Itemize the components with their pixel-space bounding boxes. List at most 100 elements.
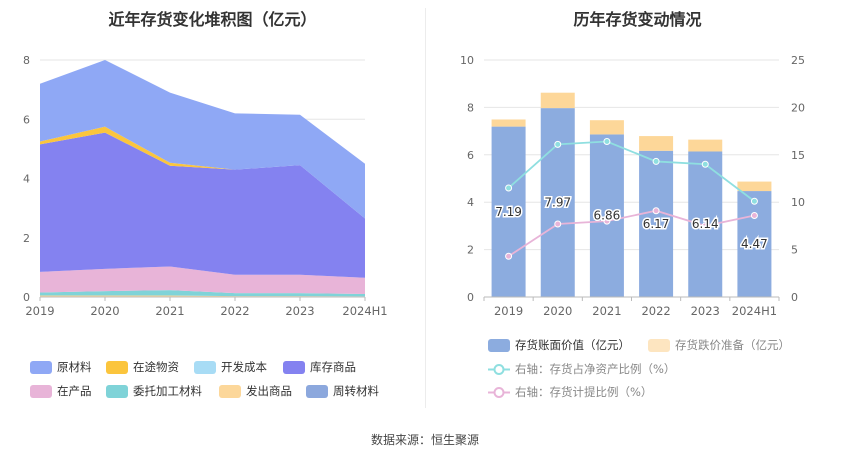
legend-label: 存货跌价准备（亿元） <box>675 338 790 352</box>
legend-swatch <box>283 360 305 374</box>
legend-swatch <box>30 384 52 398</box>
legend-swatch <box>106 360 128 374</box>
left-chart-title: 近年存货变化堆积图（亿元） <box>108 10 317 29</box>
bar-存货账面价值（亿元） <box>639 150 674 297</box>
bar-存货账面价值（亿元） <box>540 108 575 298</box>
area-在途物资 <box>40 126 365 219</box>
legend-item-revolving-materials[interactable]: 周转材料 <box>306 383 379 399</box>
legend-label: 委托加工材料 <box>133 384 202 398</box>
legend-swatch <box>219 384 241 398</box>
legend-swatch <box>30 360 52 374</box>
legend-item-book-value[interactable]: 存货账面价值（亿元） <box>488 337 630 353</box>
legend-item-consigned-processing[interactable]: 委托加工材料 <box>106 383 202 399</box>
y-tick-label: 6 <box>23 113 30 126</box>
area-委托加工材料 <box>40 290 365 297</box>
bar-value-label: 7.97 <box>544 196 571 210</box>
legend-item-goods-in-transit[interactable]: 在途物资 <box>106 359 179 375</box>
point-右轴：存货占净资产比例（%） <box>750 197 758 205</box>
legend-swatch <box>106 384 128 398</box>
point-右轴：存货占净资产比例（%） <box>701 160 709 168</box>
point-右轴：存货计提比例（%） <box>505 252 513 260</box>
x-tick-label: 2024H1 <box>732 304 777 318</box>
line-右轴：存货计提比例（%） <box>508 209 755 257</box>
legend-label: 开发成本 <box>221 360 267 374</box>
bar-存货账面价值（亿元） <box>737 191 772 297</box>
x-tick-label: 2019 <box>25 304 54 318</box>
point-右轴：存货计提比例（%） <box>701 222 709 230</box>
y-tick-label: 0 <box>23 291 30 304</box>
x-tick-label: 2021 <box>592 304 621 318</box>
bar-value-label: 4.47 <box>741 237 768 251</box>
legend-item-goods-shipped[interactable]: 发出商品 <box>219 383 292 399</box>
area-在产品 <box>40 266 365 295</box>
x-tick-label: 2019 <box>494 304 523 318</box>
point-右轴：存货占净资产比例（%） <box>554 140 562 148</box>
y2-tick-label: 15 <box>791 149 805 162</box>
legend-label: 在途物资 <box>133 360 179 374</box>
legend-label: 存货账面价值（亿元） <box>515 338 630 352</box>
bar-value-label: 6.14 <box>692 217 719 231</box>
y-tick-label: 4 <box>467 196 474 209</box>
legend-label: 原材料 <box>57 360 92 374</box>
x-tick-label: 2024H1 <box>342 304 387 318</box>
bar-存货账面价值（亿元） <box>491 126 526 297</box>
legend-item-finished-goods[interactable]: 库存商品 <box>283 359 356 375</box>
x-tick-label: 2023 <box>285 304 314 318</box>
point-右轴：存货占净资产比例（%） <box>652 157 660 165</box>
legend-item-net-asset-ratio[interactable]: 右轴：存货占净资产比例（%） <box>488 361 675 377</box>
inventory-change-bar-chart: 0 2 4 6 8 10 0 5 10 15 20 25 7.19 7.97 6.86 6.17 6.14 4.4… <box>460 54 805 318</box>
bar-存货跌价准备（亿元） <box>491 119 526 127</box>
point-右轴：存货计提比例（%） <box>603 217 611 225</box>
right-chart-title: 历年存货变动情况 <box>573 10 702 29</box>
point-右轴：存货占净资产比例（%） <box>603 138 611 146</box>
legend-item-provision-ratio[interactable]: 右轴：存货计提比例（%） <box>488 384 652 400</box>
point-右轴：存货占净资产比例（%） <box>505 184 513 192</box>
x-tick-label: 2021 <box>155 304 184 318</box>
legend-label: 在产品 <box>57 384 92 398</box>
legend-item-raw-materials[interactable]: 原材料 <box>30 359 92 375</box>
bar-存货跌价准备（亿元） <box>737 181 772 192</box>
point-右轴：存货计提比例（%） <box>750 211 758 219</box>
area-库存商品 <box>40 132 365 278</box>
y2-tick-label: 20 <box>791 101 805 114</box>
y2-tick-label: 0 <box>791 291 798 304</box>
x-tick-label: 2020 <box>90 304 119 318</box>
line-marker-icon <box>488 363 510 375</box>
y-tick-label: 8 <box>23 54 30 67</box>
x-tick-label: 2022 <box>641 304 670 318</box>
legend-label: 库存商品 <box>310 360 356 374</box>
y2-tick-label: 10 <box>791 196 805 209</box>
y-tick-label: 6 <box>467 149 474 162</box>
legend-swatch <box>488 338 510 352</box>
point-右轴：存货计提比例（%） <box>652 207 660 215</box>
legend-swatch <box>648 338 670 352</box>
y-tick-label: 2 <box>467 244 474 257</box>
legend-item-development-cost[interactable]: 开发成本 <box>194 359 267 375</box>
legend-label: 发出商品 <box>246 384 292 398</box>
legend-swatch <box>306 384 328 398</box>
y-tick-label: 10 <box>460 54 474 67</box>
y-tick-label: 0 <box>467 291 474 304</box>
point-右轴：存货计提比例（%） <box>554 220 562 228</box>
y2-tick-label: 5 <box>791 244 798 257</box>
bar-value-label: 6.17 <box>643 217 670 231</box>
y2-tick-label: 25 <box>791 54 805 67</box>
inventory-stacked-area-chart: 0 2 4 6 8 2019 2020 2021 2022 2023 2024H1 <box>23 54 388 318</box>
x-tick-label: 2023 <box>691 304 720 318</box>
legend-item-impairment[interactable]: 存货跌价准备（亿元） <box>648 337 790 353</box>
y-tick-label: 8 <box>467 101 474 114</box>
bar-value-label: 6.86 <box>594 209 621 223</box>
y-tick-label: 2 <box>23 232 30 245</box>
x-tick-label: 2022 <box>220 304 249 318</box>
line-右轴：存货占净资产比例（%） <box>507 140 755 202</box>
line-marker-icon <box>488 386 510 398</box>
bar-存货跌价准备（亿元） <box>688 139 723 152</box>
bar-存货账面价值（亿元） <box>589 134 624 297</box>
data-source-note: 数据来源：恒生聚源 <box>370 433 479 447</box>
panel-divider <box>425 8 426 408</box>
bar-存货跌价准备（亿元） <box>540 92 575 109</box>
bar-存货跌价准备（亿元） <box>639 136 674 151</box>
x-tick-label: 2020 <box>543 304 572 318</box>
bar-存货跌价准备（亿元） <box>589 120 624 135</box>
legend-item-work-in-progress[interactable]: 在产品 <box>30 383 92 399</box>
